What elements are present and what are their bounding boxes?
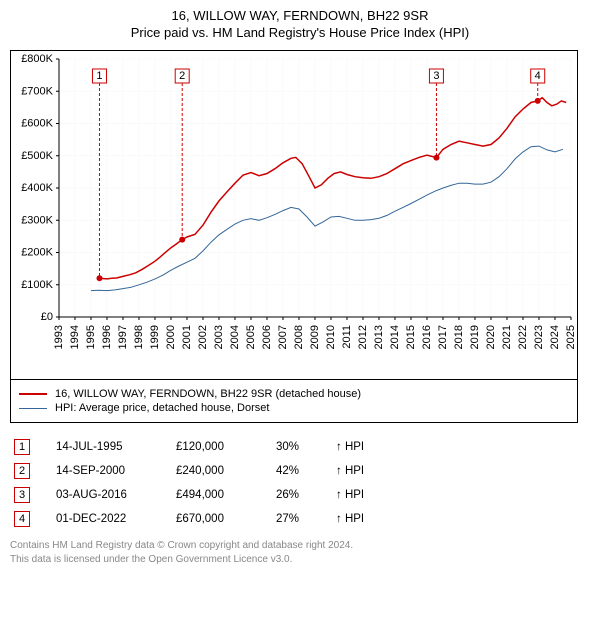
sales-marker: 4	[14, 511, 30, 527]
svg-text:1994: 1994	[69, 325, 81, 349]
legend-row: HPI: Average price, detached house, Dors…	[19, 402, 569, 414]
svg-text:2008: 2008	[293, 325, 305, 349]
sales-price: £670,000	[176, 513, 276, 525]
sales-date: 01-DEC-2022	[56, 513, 176, 525]
sales-marker: 2	[14, 463, 30, 479]
svg-text:2016: 2016	[421, 325, 433, 349]
svg-text:1996: 1996	[101, 325, 113, 349]
legend-row: 16, WILLOW WAY, FERNDOWN, BH22 9SR (deta…	[19, 388, 569, 400]
footer-line-2: This data is licensed under the Open Gov…	[10, 553, 590, 567]
sales-date: 14-JUL-1995	[56, 441, 176, 453]
sales-rel: ↑ HPI	[336, 489, 364, 501]
sales-rel: ↑ HPI	[336, 513, 364, 525]
svg-text:2014: 2014	[389, 325, 401, 349]
title-line-2: Price paid vs. HM Land Registry's House …	[10, 25, 590, 40]
sales-price: £240,000	[176, 465, 276, 477]
svg-text:2004: 2004	[229, 325, 241, 349]
svg-text:2022: 2022	[517, 325, 529, 349]
svg-text:2018: 2018	[453, 325, 465, 349]
svg-text:2012: 2012	[357, 325, 369, 349]
svg-text:2005: 2005	[245, 325, 257, 349]
svg-text:2000: 2000	[165, 325, 177, 349]
sales-date: 03-AUG-2016	[56, 489, 176, 501]
sales-diff: 42%	[276, 465, 336, 477]
svg-text:2013: 2013	[373, 325, 385, 349]
sales-row: 4 01-DEC-2022£670,00027%↑ HPI	[10, 507, 590, 531]
svg-text:2021: 2021	[501, 325, 513, 349]
legend-label: HPI: Average price, detached house, Dors…	[55, 402, 269, 414]
svg-text:2025: 2025	[565, 325, 577, 349]
svg-text:1998: 1998	[133, 325, 145, 349]
svg-text:1993: 1993	[53, 325, 65, 349]
svg-text:2006: 2006	[261, 325, 273, 349]
svg-text:2024: 2024	[549, 325, 561, 349]
sales-diff: 30%	[276, 441, 336, 453]
sales-date: 14-SEP-2000	[56, 465, 176, 477]
svg-text:2011: 2011	[341, 325, 353, 349]
svg-text:1997: 1997	[117, 325, 129, 349]
svg-text:£100K: £100K	[21, 279, 53, 291]
svg-text:2019: 2019	[469, 325, 481, 349]
sales-row: 1 14-JUL-1995£120,00030%↑ HPI	[10, 435, 590, 459]
sales-marker: 1	[14, 439, 30, 455]
svg-text:2: 2	[179, 70, 185, 82]
svg-text:£200K: £200K	[21, 247, 53, 259]
legend-swatch	[19, 393, 47, 395]
svg-text:£600K: £600K	[21, 118, 53, 130]
sales-price: £120,000	[176, 441, 276, 453]
sales-table: 114-JUL-1995£120,00030%↑ HPI214-SEP-2000…	[10, 435, 590, 531]
svg-text:£0: £0	[41, 311, 53, 323]
svg-text:2001: 2001	[181, 325, 193, 349]
chart-area: £0 £100K £200K £300K £400K £500K £600K £700K £80…	[10, 50, 578, 380]
svg-text:1999: 1999	[149, 325, 161, 349]
sales-marker: 3	[14, 487, 30, 503]
svg-text:£700K: £700K	[21, 85, 53, 97]
sales-rel: ↑ HPI	[336, 441, 364, 453]
svg-text:2020: 2020	[485, 325, 497, 349]
svg-text:£400K: £400K	[21, 182, 53, 194]
svg-text:1995: 1995	[85, 325, 97, 349]
line-chart: £0 £100K £200K £300K £400K £500K £600K £700K £80…	[11, 51, 577, 379]
svg-text:2003: 2003	[213, 325, 225, 349]
svg-text:2023: 2023	[533, 325, 545, 349]
svg-text:£800K: £800K	[21, 53, 53, 65]
sales-diff: 27%	[276, 513, 336, 525]
legend: 16, WILLOW WAY, FERNDOWN, BH22 9SR (deta…	[10, 380, 578, 423]
sales-diff: 26%	[276, 489, 336, 501]
sales-row: 3 03-AUG-2016£494,00026%↑ HPI	[10, 483, 590, 507]
title-line-1: 16, WILLOW WAY, FERNDOWN, BH22 9SR	[10, 8, 590, 23]
svg-text:2007: 2007	[277, 325, 289, 349]
svg-text:2015: 2015	[405, 325, 417, 349]
footer-line-1: Contains HM Land Registry data © Crown c…	[10, 539, 590, 553]
sales-rel: ↑ HPI	[336, 465, 364, 477]
sales-price: £494,000	[176, 489, 276, 501]
footer: Contains HM Land Registry data © Crown c…	[10, 539, 590, 566]
sales-row: 2 14-SEP-2000£240,00042%↑ HPI	[10, 459, 590, 483]
svg-text:4: 4	[535, 70, 541, 82]
legend-swatch	[19, 408, 47, 409]
svg-text:1: 1	[96, 70, 102, 82]
svg-text:2017: 2017	[437, 325, 449, 349]
svg-text:2009: 2009	[309, 325, 321, 349]
svg-text:£300K: £300K	[21, 214, 53, 226]
svg-text:£500K: £500K	[21, 150, 53, 162]
svg-text:2002: 2002	[197, 325, 209, 349]
series-hpi	[91, 146, 563, 291]
svg-text:3: 3	[433, 70, 439, 82]
legend-label: 16, WILLOW WAY, FERNDOWN, BH22 9SR (deta…	[55, 388, 361, 400]
svg-text:2010: 2010	[325, 325, 337, 349]
